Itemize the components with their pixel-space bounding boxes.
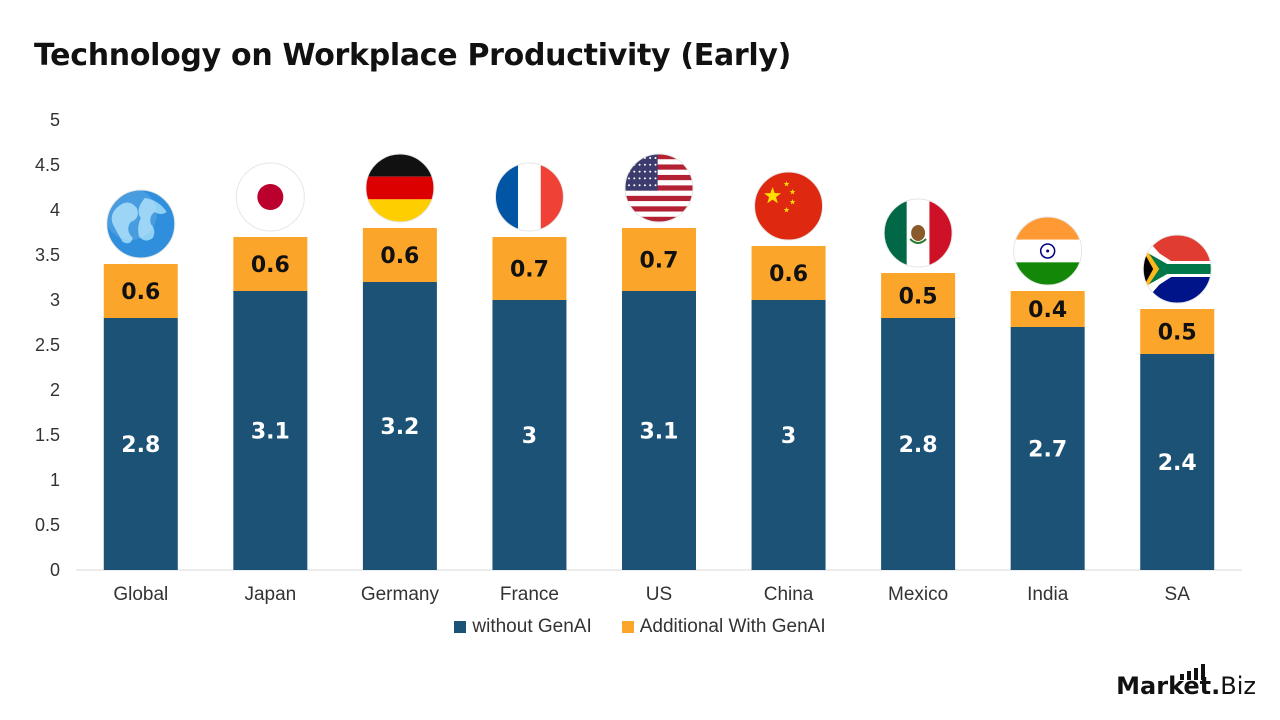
x-tick-label: India (1027, 584, 1069, 605)
y-tick-label: 0 (50, 560, 60, 580)
bar-additional-china (751, 246, 826, 300)
legend-item-additional: Additional With GenAI (621, 616, 826, 638)
bar-base-us (622, 291, 696, 570)
x-tick-label: Global (113, 584, 168, 605)
bar-base-china (751, 300, 826, 570)
brand-bars-icon (1180, 664, 1206, 680)
x-tick-label: Germany (361, 584, 440, 605)
data-label-base: 2.7 (1028, 438, 1067, 463)
bar-additional-france (492, 237, 567, 300)
y-tick-label: 3 (50, 290, 60, 310)
brand-dot: . (1211, 672, 1221, 700)
data-label-additional: 0.4 (1028, 298, 1067, 323)
x-tick-label: SA (1165, 584, 1191, 605)
bar-base-mexico (881, 318, 956, 570)
data-label-additional: 0.6 (380, 244, 419, 269)
data-label-base: 3 (522, 424, 537, 449)
y-tick-label: 0.5 (35, 515, 60, 535)
legend-swatch-additional (621, 621, 634, 633)
india-flag-icon (1013, 216, 1083, 286)
chart-title: Technology on Workplace Productivity (Ea… (34, 38, 792, 73)
bar-additional-us (622, 228, 696, 291)
data-label-base: 3 (781, 424, 796, 449)
data-label-additional: 0.6 (251, 253, 290, 278)
bar-additional-india (1010, 291, 1085, 327)
bar-additional-japan (233, 237, 308, 291)
mexico-flag-icon (883, 198, 953, 268)
y-tick-label: 3.5 (35, 245, 60, 265)
data-label-additional: 0.5 (899, 285, 938, 310)
data-label-base: 2.8 (121, 433, 160, 458)
bar-additional-global (103, 264, 178, 318)
data-label-additional: 0.5 (1158, 321, 1197, 346)
x-tick-label: US (646, 584, 672, 605)
brand-logo: Market. Biz (1116, 664, 1256, 700)
data-label-base: 3.2 (380, 415, 419, 440)
y-tick-label: 2 (50, 380, 60, 400)
y-tick-label: 1.5 (35, 425, 60, 445)
china-flag-icon (754, 171, 824, 241)
y-tick-label: 2.5 (35, 335, 60, 355)
data-label-base: 3.1 (251, 420, 290, 445)
legend-swatch-base (454, 621, 467, 633)
data-label-additional: 0.7 (640, 249, 679, 274)
data-label-additional: 0.7 (510, 258, 549, 283)
bar-base-japan (233, 291, 308, 570)
france-flag-icon (494, 162, 564, 232)
us-flag-icon (624, 153, 694, 223)
bar-additional-mexico (881, 273, 956, 318)
y-tick-label: 1 (50, 470, 60, 490)
y-tick-label: 4.5 (35, 155, 60, 175)
bar-base-global (103, 318, 178, 570)
south-africa-flag-icon (1142, 234, 1212, 304)
legend: without GenAI Additional With GenAI (0, 616, 1280, 638)
data-label-additional: 0.6 (121, 280, 160, 305)
data-label-additional: 0.6 (769, 262, 808, 287)
japan-flag-icon (235, 162, 305, 232)
y-tick-label: 4 (50, 200, 60, 220)
legend-label-additional: Additional With GenAI (639, 616, 826, 637)
bar-base-sa (1140, 354, 1215, 570)
legend-item-base: without GenAI (454, 616, 592, 638)
bar-additional-sa (1140, 309, 1215, 354)
y-tick-label: 5 (50, 110, 60, 130)
bar-base-france (492, 300, 567, 570)
x-tick-label: Mexico (888, 584, 948, 605)
bar-base-germany (362, 282, 437, 570)
data-label-base: 2.4 (1158, 451, 1197, 476)
data-label-base: 2.8 (899, 433, 938, 458)
x-tick-label: France (500, 584, 559, 605)
bar-base-india (1010, 327, 1085, 570)
globe-icon (106, 189, 176, 259)
germany-flag-icon (365, 153, 435, 223)
brand-tld: Biz (1220, 672, 1256, 700)
x-tick-label: Japan (244, 584, 296, 605)
bar-additional-germany (362, 228, 437, 282)
legend-label-base: without GenAI (472, 616, 592, 637)
x-tick-label: China (764, 584, 814, 605)
data-label-base: 3.1 (640, 420, 679, 445)
